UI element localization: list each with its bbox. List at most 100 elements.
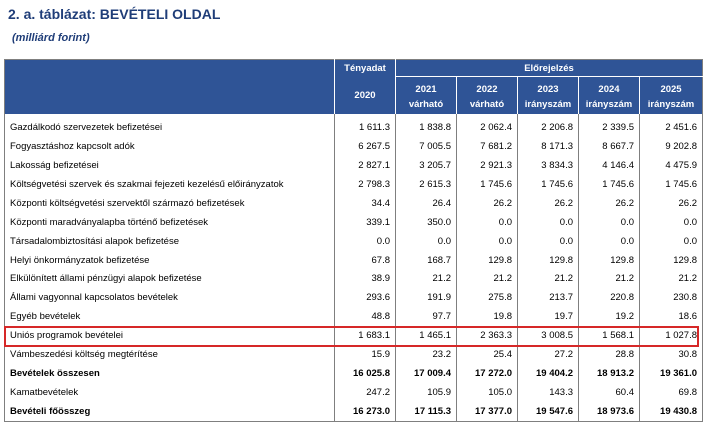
cell-value: 1 745.6 — [517, 174, 579, 194]
cell-value: 69.8 — [638, 383, 703, 403]
table-unit: (milliárd forint) — [12, 32, 90, 44]
cell-value: 143.3 — [517, 383, 579, 403]
header-year: 2025 — [638, 76, 703, 95]
cell-value: 9 202.8 — [638, 136, 703, 156]
cell-value: 293.6 — [334, 288, 396, 308]
row-label: Vámbeszedési költség megtérítése — [4, 345, 335, 365]
cell-value: 1 745.6 — [578, 174, 640, 194]
row-label: Elkülönített állami pénzügyi alapok befi… — [4, 269, 335, 289]
cell-value: 2 921.3 — [456, 155, 518, 175]
table-row: Bevételi főösszeg 16 273.0 17 115.3 17 377.… — [4, 402, 703, 422]
header-sub: irányszám — [638, 95, 703, 114]
cell-value: 26.2 — [638, 193, 703, 213]
cell-value: 19.8 — [456, 307, 518, 327]
cell-value: 0.0 — [456, 212, 518, 232]
table-row: Társadalombiztosítási alapok befizetése 0… — [4, 231, 703, 251]
cell-value: 1 027.8 — [638, 326, 703, 346]
table-row: Bevételek összesen 16 025.8 17 009.4 17 272… — [4, 364, 703, 384]
cell-value: 19 547.6 — [517, 402, 579, 422]
cell-value: 129.8 — [638, 250, 703, 270]
cell-value: 19 430.8 — [638, 402, 703, 422]
table-row: Uniós programok bevételei 1 683.1 1 465.1 2… — [4, 326, 703, 346]
table-row: Vámbeszedési költség megtérítése 15.9 23.2… — [4, 345, 703, 365]
table-row: Egyéb bevételek 48.8 97.7 19.8 19.7 19.2 18.6 — [4, 307, 703, 327]
cell-value: 2 827.1 — [334, 155, 396, 175]
cell-value: 0.0 — [456, 231, 518, 251]
cell-value: 26.4 — [395, 193, 457, 213]
cell-value: 28.8 — [578, 345, 640, 365]
cell-value: 18 913.2 — [578, 364, 640, 384]
cell-value: 17 009.4 — [395, 364, 457, 384]
cell-value: 21.2 — [456, 269, 518, 289]
cell-value: 0.0 — [517, 212, 579, 232]
cell-value: 26.2 — [578, 193, 640, 213]
cell-value: 17 272.0 — [456, 364, 518, 384]
row-label: Bevételi főösszeg — [4, 402, 335, 422]
cell-value: 339.1 — [334, 212, 396, 232]
cell-value: 7 005.5 — [395, 136, 457, 156]
cell-value: 1 745.6 — [638, 174, 703, 194]
cell-value: 8 667.7 — [578, 136, 640, 156]
cell-value: 129.8 — [578, 250, 640, 270]
cell-value: 26.2 — [456, 193, 518, 213]
row-label: Kamatbevételek — [4, 383, 335, 403]
cell-value: 19 361.0 — [638, 364, 703, 384]
header-year: 2022 — [456, 76, 518, 95]
cell-value: 2 363.3 — [456, 326, 518, 346]
row-label: Központi költségvetési szervektől szárma… — [4, 193, 335, 213]
cell-value: 0.0 — [517, 231, 579, 251]
cell-value: 19 404.2 — [517, 364, 579, 384]
cell-value: 1 465.1 — [395, 326, 457, 346]
header-blank — [4, 59, 335, 77]
cell-value: 3 008.5 — [517, 326, 579, 346]
cell-value: 3 205.7 — [395, 155, 457, 175]
cell-value: 1 838.8 — [395, 114, 457, 137]
cell-value: 19.2 — [578, 307, 640, 327]
cell-value: 21.2 — [395, 269, 457, 289]
table-row: Gazdálkodó szervezetek befizetései 1 611.… — [4, 114, 703, 137]
cell-value: 0.0 — [638, 231, 703, 251]
cell-value: 34.4 — [334, 193, 396, 213]
cell-value: 2 062.4 — [456, 114, 518, 137]
cell-value: 6 267.5 — [334, 136, 396, 156]
cell-value: 25.4 — [456, 345, 518, 365]
header-year: 2023 — [517, 76, 579, 95]
cell-value: 4 146.4 — [578, 155, 640, 175]
cell-value: 18 973.6 — [578, 402, 640, 422]
row-label: Egyéb bevételek — [4, 307, 335, 327]
cell-value: 191.9 — [395, 288, 457, 308]
table-title: 2. a. táblázat: BEVÉTELI OLDAL — [8, 6, 221, 22]
header-sub: irányszám — [517, 95, 579, 114]
table-row: Helyi önkormányzatok befizetése 67.8 168.7… — [4, 250, 703, 270]
cell-value: 1 683.1 — [334, 326, 396, 346]
cell-value: 21.2 — [638, 269, 703, 289]
cell-value: 1 745.6 — [456, 174, 518, 194]
cell-value: 15.9 — [334, 345, 396, 365]
cell-value: 213.7 — [517, 288, 579, 308]
row-label: Társadalombiztosítási alapok befizetése — [4, 231, 335, 251]
cell-value: 0.0 — [578, 212, 640, 232]
cell-value: 168.7 — [395, 250, 457, 270]
cell-value: 2 206.8 — [517, 114, 579, 137]
cell-value: 0.0 — [638, 212, 703, 232]
cell-value: 16 273.0 — [334, 402, 396, 422]
cell-value: 97.7 — [395, 307, 457, 327]
cell-value: 7 681.2 — [456, 136, 518, 156]
header-year: 2021 — [395, 76, 457, 95]
cell-value: 17 377.0 — [456, 402, 518, 422]
table-row: Központi maradványalapba történő befizet… — [4, 212, 703, 232]
row-label: Bevételek összesen — [4, 364, 335, 384]
row-label: Fogyasztáshoz kapcsolt adók — [4, 136, 335, 156]
header-year: 2020 — [334, 76, 396, 114]
table-row: Központi költségvetési szervektől szárma… — [4, 193, 703, 213]
cell-value: 21.2 — [517, 269, 579, 289]
cell-value: 1 568.1 — [578, 326, 640, 346]
header-sub: várható — [395, 95, 457, 114]
cell-value: 67.8 — [334, 250, 396, 270]
cell-value: 4 475.9 — [638, 155, 703, 175]
cell-value: 1 611.3 — [334, 114, 396, 137]
cell-value: 0.0 — [395, 231, 457, 251]
cell-value: 18.6 — [638, 307, 703, 327]
cell-value: 0.0 — [334, 231, 396, 251]
cell-value: 23.2 — [395, 345, 457, 365]
